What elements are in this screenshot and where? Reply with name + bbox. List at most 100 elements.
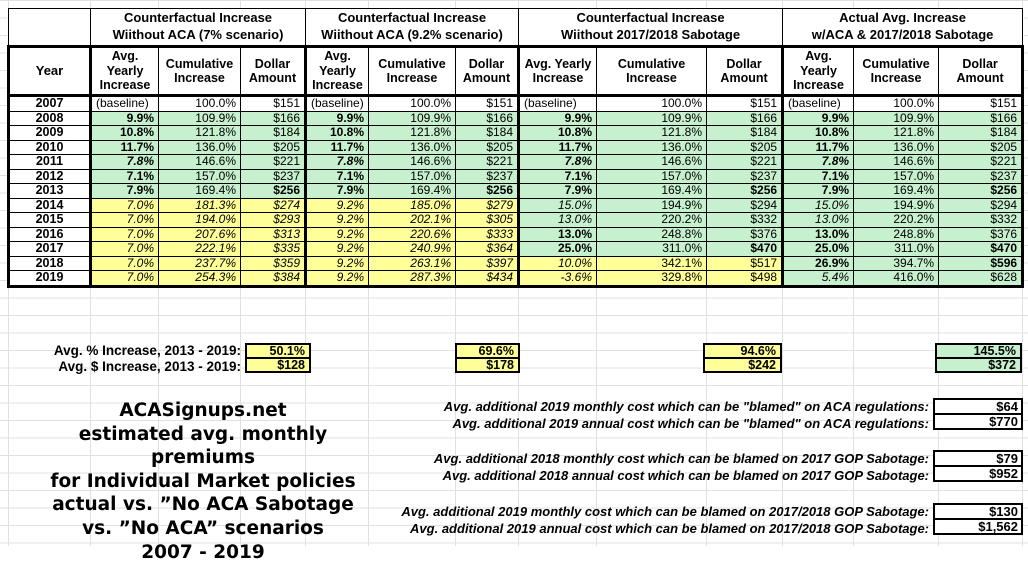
value-cell[interactable]: 121.8%	[853, 125, 940, 141]
value-cell[interactable]: 7.0%	[89, 226, 159, 242]
group-header-no-aca-92[interactable]: Counterfactual Increase Wiithout ACA (9.2…	[304, 8, 520, 47]
value-cell[interactable]: 220.6%	[368, 226, 456, 242]
group-header-no-aca-7[interactable]: Counterfactual Increase Wiithout ACA (7% …	[90, 8, 306, 47]
value-cell[interactable]: 342.1%	[596, 255, 708, 271]
value-cell[interactable]: $205	[938, 139, 1025, 155]
year-cell[interactable]: 2011	[7, 154, 91, 170]
value-cell[interactable]: 146.6%	[853, 154, 940, 170]
value-cell[interactable]: $184	[938, 125, 1025, 141]
value-cell[interactable]: 169.4%	[596, 183, 708, 199]
value-cell[interactable]: 7.0%	[89, 197, 159, 213]
value-cell[interactable]: 10.8%	[89, 125, 159, 141]
value-cell[interactable]: 100.0%	[368, 95, 456, 112]
value-cell[interactable]: $166	[706, 110, 784, 126]
value-cell[interactable]: $256	[454, 183, 520, 199]
note-value-cell[interactable]: $1,562	[933, 518, 1023, 535]
value-cell[interactable]: 121.8%	[158, 125, 241, 141]
value-cell[interactable]: $384	[240, 270, 306, 288]
note-value-cell[interactable]: $770	[933, 413, 1023, 430]
value-cell[interactable]: 7.1%	[517, 168, 598, 184]
subheader-cumulative[interactable]: Cumulative Increase	[596, 45, 708, 97]
value-cell[interactable]: 202.1%	[368, 212, 456, 228]
value-cell[interactable]: 157.0%	[853, 168, 940, 184]
value-cell[interactable]: 194.9%	[596, 197, 708, 213]
value-cell[interactable]: -3.6%	[517, 270, 598, 288]
value-cell[interactable]: 220.2%	[596, 212, 708, 228]
value-cell[interactable]: 7.0%	[89, 255, 159, 271]
value-cell[interactable]: (baseline)	[89, 95, 159, 112]
value-cell[interactable]: $470	[938, 241, 1025, 257]
value-cell[interactable]: 7.8%	[304, 154, 369, 170]
value-cell[interactable]: 157.0%	[596, 168, 708, 184]
value-cell[interactable]: $335	[240, 241, 306, 257]
subheader-dollar[interactable]: Dollar Amount	[938, 45, 1025, 97]
value-cell[interactable]: $596	[938, 255, 1025, 271]
value-cell[interactable]: 181.3%	[158, 197, 241, 213]
value-cell[interactable]: 7.9%	[517, 183, 598, 199]
value-cell[interactable]: 7.1%	[304, 168, 369, 184]
year-cell[interactable]: 2010	[7, 139, 91, 155]
group-header-no-sabotage[interactable]: Counterfactual Increase Wiithout 2017/201…	[518, 8, 784, 47]
value-cell[interactable]: $359	[240, 255, 306, 271]
value-cell[interactable]: $205	[454, 139, 520, 155]
value-cell[interactable]: 287.3%	[368, 270, 456, 288]
value-cell[interactable]: (baseline)	[517, 95, 598, 112]
value-cell[interactable]: 7.0%	[89, 270, 159, 288]
value-cell[interactable]: 10.8%	[781, 125, 855, 141]
value-cell[interactable]: 9.2%	[304, 226, 369, 242]
value-cell[interactable]: $397	[454, 255, 520, 271]
year-cell[interactable]: 2016	[7, 226, 91, 242]
year-cell[interactable]: 2007	[7, 95, 91, 112]
value-cell[interactable]: 5.4%	[781, 270, 855, 288]
value-cell[interactable]: 169.4%	[368, 183, 456, 199]
value-cell[interactable]: 7.8%	[781, 154, 855, 170]
value-cell[interactable]: 121.8%	[596, 125, 708, 141]
value-cell[interactable]: $205	[706, 139, 784, 155]
value-cell[interactable]: $184	[240, 125, 306, 141]
value-cell[interactable]: 7.9%	[781, 183, 855, 199]
value-cell[interactable]: $237	[454, 168, 520, 184]
value-cell[interactable]: $237	[938, 168, 1025, 184]
group-header-actual[interactable]: Actual Avg. Increase w/ACA & 2017/2018 Sa…	[782, 8, 1024, 47]
subheader-dollar[interactable]: Dollar Amount	[454, 45, 520, 97]
value-cell[interactable]: $628	[938, 270, 1025, 288]
year-cell[interactable]: 2018	[7, 255, 91, 271]
value-cell[interactable]: 263.1%	[368, 255, 456, 271]
value-cell[interactable]: $221	[454, 154, 520, 170]
value-cell[interactable]: 146.6%	[596, 154, 708, 170]
summary-usd-cell[interactable]: $372	[935, 357, 1022, 373]
value-cell[interactable]: $333	[454, 226, 520, 242]
subheader-avg-yearly[interactable]: Avg. Yearly Increase	[304, 45, 369, 97]
value-cell[interactable]: 237.7%	[158, 255, 241, 271]
value-cell[interactable]: 13.0%	[517, 212, 598, 228]
value-cell[interactable]: 146.6%	[368, 154, 456, 170]
value-cell[interactable]: 207.6%	[158, 226, 241, 242]
summary-usd-cell[interactable]: $178	[455, 357, 520, 373]
year-cell[interactable]: 2014	[7, 197, 91, 213]
value-cell[interactable]: 185.0%	[368, 197, 456, 213]
value-cell[interactable]: 25.0%	[517, 241, 598, 257]
value-cell[interactable]: $166	[454, 110, 520, 126]
value-cell[interactable]: 7.1%	[89, 168, 159, 184]
year-cell[interactable]: 2008	[7, 110, 91, 126]
value-cell[interactable]: 109.9%	[158, 110, 241, 126]
value-cell[interactable]: 109.9%	[853, 110, 940, 126]
value-cell[interactable]: 7.0%	[89, 212, 159, 228]
value-cell[interactable]: (baseline)	[781, 95, 855, 112]
value-cell[interactable]: 248.8%	[853, 226, 940, 242]
value-cell[interactable]: $256	[938, 183, 1025, 199]
value-cell[interactable]: $151	[938, 95, 1025, 112]
value-cell[interactable]: 15.0%	[781, 197, 855, 213]
value-cell[interactable]: $364	[454, 241, 520, 257]
year-cell[interactable]: 2009	[7, 125, 91, 141]
value-cell[interactable]: 136.0%	[368, 139, 456, 155]
value-cell[interactable]: $305	[454, 212, 520, 228]
value-cell[interactable]: 157.0%	[368, 168, 456, 184]
value-cell[interactable]: 13.0%	[781, 226, 855, 242]
value-cell[interactable]: 9.2%	[304, 212, 369, 228]
value-cell[interactable]: $221	[938, 154, 1025, 170]
value-cell[interactable]: 9.9%	[781, 110, 855, 126]
value-cell[interactable]: 136.0%	[853, 139, 940, 155]
value-cell[interactable]: 13.0%	[781, 212, 855, 228]
value-cell[interactable]: 10.0%	[517, 255, 598, 271]
